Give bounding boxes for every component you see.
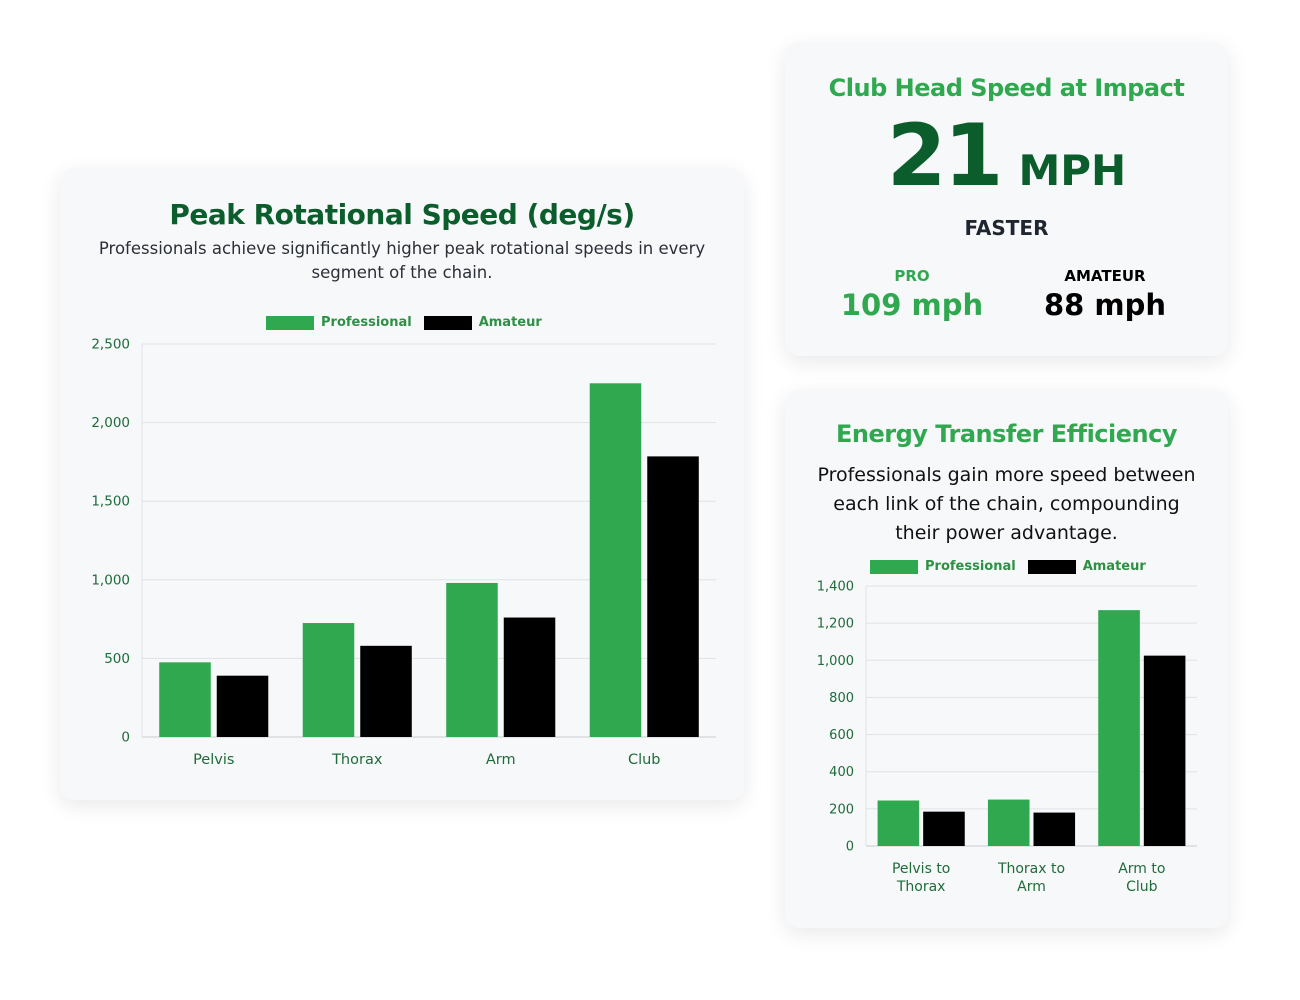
amateur-value: 88 mph (1043, 288, 1167, 322)
rotational-chart-subtitle: Professionals achieve significantly high… (98, 239, 706, 282)
bar-professional (1098, 610, 1140, 846)
energy-chart-title: Energy Transfer Efficiency (835, 420, 1178, 448)
y-tick-label: 1,000 (91, 572, 130, 588)
legend-swatch-amateur (423, 315, 472, 330)
y-tick-label: 1,400 (817, 580, 854, 595)
bar-amateur (1143, 655, 1186, 846)
legend-item-amateur: Amateur (423, 315, 542, 330)
club-speed-title: Club Head Speed at Impact (828, 74, 1185, 102)
energy-legend: Professional Amateur (870, 559, 1146, 574)
legend-swatch-professional (870, 559, 918, 574)
y-tick-label: 1,500 (91, 494, 130, 510)
bar-amateur (503, 617, 556, 737)
amateur-label: AMATEUR (1064, 267, 1146, 285)
bar-amateur (216, 675, 269, 737)
rotational-legend: Professional Amateur (266, 315, 542, 330)
legend-swatch-professional (266, 315, 314, 330)
amateur-stat: AMATEUR 88 mph (1005, 267, 1205, 322)
pro-stat: PRO 109 mph (812, 267, 1012, 322)
x-tick-label: Arm (1017, 879, 1046, 895)
rotational-speed-card: Peak Rotational Speed (deg/s) Profession… (60, 168, 744, 800)
energy-chart-subtitle: Professionals gain more speed between ea… (817, 464, 1196, 544)
bar-amateur (923, 811, 965, 846)
x-tick-label: Club (628, 752, 661, 768)
energy-transfer-card: Energy Transfer Efficiency Professionals… (785, 390, 1228, 928)
y-tick-label: 2,000 (91, 415, 130, 431)
legend-item-amateur: Amateur (1027, 559, 1146, 574)
bar-professional (987, 799, 1030, 846)
faster-label: FASTER (964, 216, 1049, 240)
legend-label-amateur: Amateur (1082, 559, 1146, 574)
bar-professional (159, 662, 211, 737)
x-tick-label: Thorax to (997, 861, 1065, 877)
rotational-bar-chart: 0 500 1,000 1,500 2,000 2,500 Pelvis Thorax Arm C… (91, 337, 716, 768)
rotational-chart-title: Peak Rotational Speed (deg/s) (169, 198, 635, 231)
energy-bar-chart: 0 200 400 600 800 1,000 1,200 1,400 Pelvis to Tho… (817, 580, 1197, 895)
y-tick-label: 600 (829, 728, 854, 743)
bar-amateur (1033, 812, 1076, 846)
y-tick-label: 0 (846, 840, 854, 855)
bar-professional (589, 383, 642, 737)
x-tick-label: Thorax (896, 879, 946, 895)
y-tick-label: 200 (829, 802, 854, 817)
x-tick-label: Pelvis to (892, 861, 950, 877)
x-tick-label: Thorax (331, 752, 383, 768)
x-tick-label: Arm to (1118, 861, 1165, 877)
y-tick-label: 400 (829, 765, 854, 780)
speed-difference-value: 21 (886, 106, 1004, 206)
bar-professional (877, 800, 920, 846)
legend-label-amateur: Amateur (478, 315, 542, 330)
legend-swatch-amateur (1027, 559, 1076, 574)
club-head-speed-card: Club Head Speed at Impact 21 MPH FASTER P… (785, 42, 1228, 356)
legend-item-professional: Professional (266, 315, 412, 330)
x-tick-label: Club (1126, 879, 1158, 895)
speed-difference: 21 MPH (785, 106, 1228, 206)
bar-amateur (360, 645, 412, 737)
x-tick-label: Arm (486, 752, 516, 768)
x-tick-label: Pelvis (193, 752, 234, 768)
y-tick-label: 2,500 (91, 337, 130, 353)
pro-value: 109 mph (840, 288, 984, 322)
bar-professional (302, 623, 355, 737)
y-tick-label: 0 (121, 730, 130, 746)
bar-professional (446, 582, 498, 737)
y-tick-label: 800 (829, 691, 854, 706)
legend-label-professional: Professional (925, 559, 1016, 574)
pro-label: PRO (894, 267, 930, 285)
bar-amateur (647, 456, 699, 737)
y-tick-label: 1,000 (817, 654, 854, 669)
legend-label-professional: Professional (321, 315, 412, 330)
legend-item-professional: Professional (870, 559, 1016, 574)
speed-difference-unit: MPH (1018, 146, 1127, 195)
y-tick-label: 1,200 (817, 617, 854, 632)
y-tick-label: 500 (104, 651, 130, 667)
